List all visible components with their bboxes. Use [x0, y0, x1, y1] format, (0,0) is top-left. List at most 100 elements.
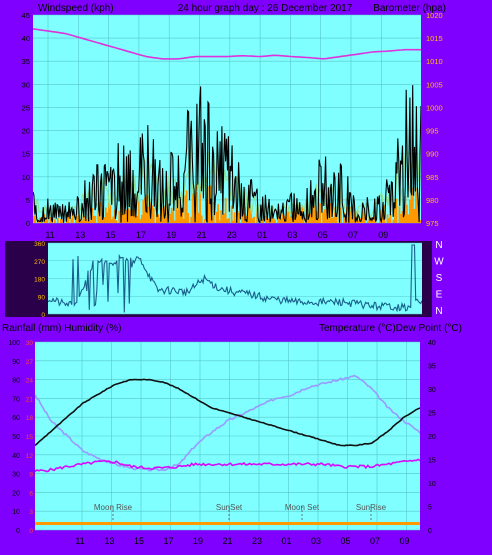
wind-average-bar — [157, 214, 160, 223]
wind-average-bar — [128, 210, 131, 223]
wind-average-bar — [185, 190, 188, 223]
wind-average-bar — [187, 213, 190, 223]
wind-average-bar — [416, 193, 419, 223]
wind-average-bar — [59, 218, 62, 223]
temperature-tick-label: 5 — [428, 505, 432, 512]
windspeed-x-tick-label: 15 — [106, 230, 116, 240]
windspeed-x-tick-label: 09 — [378, 230, 388, 240]
temperature-x-tick-label: 23 — [252, 536, 262, 546]
wind-average-bar — [334, 207, 336, 223]
wind-average-bar — [139, 219, 142, 223]
graph-date-title: 24 hour graph day : 26 December 2017 — [178, 3, 353, 14]
wind-average-bar — [358, 220, 360, 223]
wind-average-bar — [232, 220, 235, 223]
wind-average-bar — [155, 214, 158, 223]
barometer-tick-label: 1015 — [426, 34, 443, 43]
temperature-tick-label: 30 — [428, 387, 436, 394]
wind-average-bar — [277, 215, 279, 223]
rainfall-tick-labels: 0 3 6 9 12 15 18 21 24 27 30 — [26, 340, 34, 535]
temperature-tick-labels: 0 5 10 15 20 25 30 35 40 — [428, 340, 436, 535]
wind-average-bar — [394, 203, 396, 223]
wind-average-bar — [115, 220, 118, 223]
wind-average-bar — [53, 219, 56, 223]
wind-average-bar — [350, 216, 353, 223]
wind-average-bar — [278, 217, 281, 223]
wind-average-bar — [148, 198, 151, 223]
temperature-x-tick-label: 13 — [104, 536, 114, 546]
wind-average-bar — [158, 217, 161, 223]
windspeed-tick-label: 10 — [22, 173, 30, 182]
wind-average-bar — [110, 219, 113, 223]
wind-average-bar — [136, 215, 139, 223]
windspeed-tick-labels: 5 10 15 20 25 30 35 40 45 0 — [22, 11, 30, 228]
wind-average-bar — [100, 202, 103, 223]
barometer-tick-label: 995 — [426, 127, 439, 136]
wind-average-bar — [361, 216, 363, 223]
wind-average-bar — [46, 219, 49, 223]
wind-average-bar — [328, 218, 330, 223]
wind-average-bar — [221, 215, 224, 223]
wind-average-bar — [220, 210, 223, 223]
windspeed-tick-label: 25 — [22, 103, 30, 112]
wind-average-bar — [152, 208, 155, 223]
wind-average-bar — [332, 217, 335, 223]
wind-average-bar — [251, 218, 254, 223]
wind-average-bar — [113, 209, 116, 223]
wind-average-bar — [242, 212, 245, 223]
wind-average-bar — [178, 197, 181, 223]
wind-average-bar — [238, 212, 241, 223]
windspeed-gridlines — [33, 14, 421, 224]
wind-average-bar — [362, 209, 365, 223]
wind-average-bar — [44, 217, 47, 223]
wind-average-bar — [272, 218, 275, 223]
windspeed-series — [33, 28, 421, 223]
windspeed-x-tick-label: 21 — [196, 230, 206, 240]
wind-average-bar — [280, 218, 282, 223]
rain-baseline — [35, 522, 420, 525]
wind-average-bar — [98, 217, 101, 223]
wind-average-bar — [413, 208, 416, 223]
wind-average-bar — [287, 211, 290, 223]
wind-average-bar — [181, 207, 184, 223]
wind-average-bar — [80, 220, 83, 223]
wind-average-bar — [310, 213, 312, 223]
direction-tick-label: 270 — [34, 259, 45, 266]
wind-average-bar — [314, 210, 317, 223]
direction-tick-label: 90 — [38, 294, 46, 301]
compass-label: S — [436, 273, 443, 284]
wind-average-bar — [290, 215, 293, 223]
rainfall-tick-label: 12 — [26, 453, 34, 460]
wind-average-bar — [196, 184, 199, 223]
temperature-axis-title: Temperature (°C)Dew Point (°C) — [319, 323, 462, 334]
wind-average-bar — [70, 218, 73, 223]
wind-average-bar — [184, 195, 187, 223]
barometer-tick-label: 1000 — [426, 103, 443, 112]
wind-average-bar — [33, 215, 35, 223]
rainfall-tick-label: 3 — [29, 509, 33, 516]
wind-average-bar — [91, 208, 94, 223]
wind-average-bar — [367, 220, 369, 223]
rainfall-tick-label: 6 — [29, 490, 33, 497]
wind-gust-line — [33, 145, 421, 220]
wind-average-bar — [340, 207, 342, 223]
wind-average-bar — [419, 219, 421, 223]
temperature-tick-label: 20 — [428, 434, 436, 441]
wind-average-bar — [164, 216, 167, 223]
wind-average-bar — [106, 212, 109, 223]
wind-average-bar — [172, 211, 175, 223]
temperature-tick-label: 15 — [428, 458, 436, 465]
direction-tick-labels: 360 270 180 90 0 — [34, 241, 45, 319]
windspeed-tick-label: 15 — [22, 150, 30, 159]
wind-average-bar — [343, 212, 345, 223]
wind-average-bar — [392, 219, 395, 223]
temperature-x-tick-label: 15 — [134, 536, 144, 546]
temperature-tick-label: 35 — [428, 364, 436, 371]
temperature-x-tick-label: 17 — [163, 536, 173, 546]
humidity-tick-label: 50 — [12, 434, 20, 441]
wind-average-bar — [398, 206, 401, 223]
wind-average-bar — [323, 209, 326, 223]
astronomy-annotation-label: SunRise — [356, 503, 387, 512]
wind-average-bar — [253, 216, 256, 223]
rainfall-tick-label: 15 — [26, 434, 34, 441]
